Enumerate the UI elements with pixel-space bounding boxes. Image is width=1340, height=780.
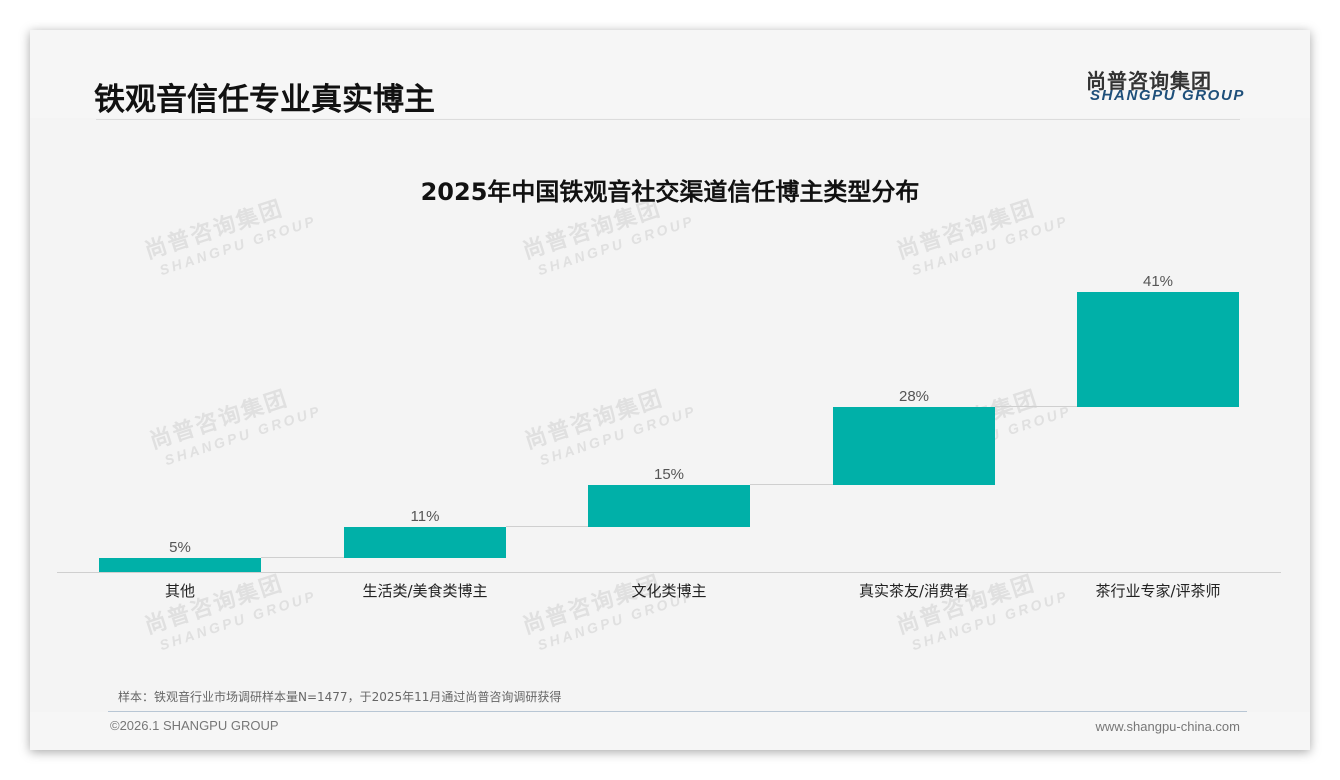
connector-line — [750, 484, 833, 485]
chart-title: 2025年中国铁观音社交渠道信任博主类型分布 — [420, 178, 920, 206]
value-label: 5% — [169, 539, 191, 556]
connector-line — [995, 406, 1077, 407]
header-band — [30, 30, 1310, 118]
x-axis-line — [57, 572, 1281, 573]
connector-line — [261, 557, 344, 558]
bar — [833, 407, 995, 485]
value-label: 41% — [1142, 273, 1174, 290]
waterfall-chart: 5% 其他 11% 生活类/美食类博主 15% 文化类博主 28% 真实茶友/消费者 41% 茶行… — [30, 30, 1310, 750]
website-link[interactable]: www.shangpu-china.com — [1095, 719, 1240, 734]
header-divider — [96, 119, 1240, 120]
bar — [99, 558, 261, 572]
connector-line — [506, 526, 588, 527]
copyright: ©2026.1 SHANGPU GROUP — [110, 718, 279, 733]
value-label: 28% — [898, 388, 930, 405]
logo-chinese: 尚普咨询集团 — [1086, 69, 1212, 93]
bar — [1077, 292, 1239, 407]
category-label: 生活类/美食类博主 — [362, 582, 488, 600]
value-label: 15% — [653, 466, 685, 483]
sample-note: 样本：铁观音行业市场调研样本量N=1477，于2025年11月通过尚普咨询调研获… — [118, 690, 562, 704]
category-label: 其他 — [164, 582, 195, 600]
category-label: 文化类博主 — [631, 582, 707, 600]
category-label: 真实茶友/消费者 — [858, 582, 970, 600]
value-label: 11% — [410, 508, 440, 525]
slide: 铁观音信任专业真实博主 尚普咨询集团 SHANGPU GROUP 尚普咨询集团 S… — [30, 30, 1310, 750]
footer-band — [30, 712, 1310, 750]
page-title: 铁观音信任专业真实博主 — [94, 82, 435, 118]
bar — [344, 527, 506, 558]
logo-english: SHANGPU GROUP — [1090, 87, 1245, 104]
category-label: 茶行业专家/评茶师 — [1095, 582, 1221, 600]
footer-divider — [108, 711, 1247, 712]
bar — [588, 485, 750, 527]
